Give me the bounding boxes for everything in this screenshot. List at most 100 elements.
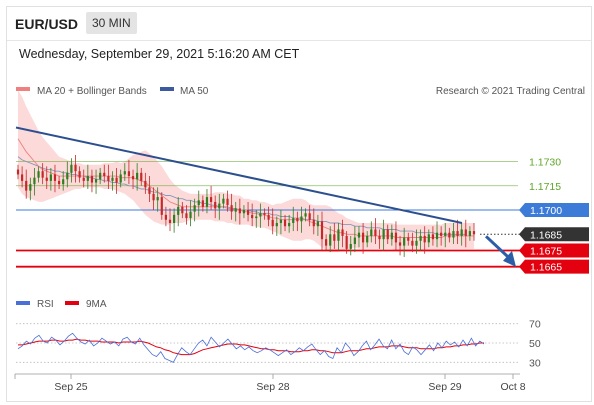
candle-body	[390, 232, 393, 240]
candle-body	[255, 216, 258, 219]
candle-body	[337, 229, 340, 241]
candle-body	[440, 232, 443, 236]
candle-body	[325, 239, 328, 246]
candle-body	[296, 218, 299, 222]
level-label: 1.1730	[529, 156, 561, 168]
candle-body	[263, 213, 266, 215]
candle-body	[148, 187, 151, 194]
candle-body	[370, 229, 373, 236]
level-tag-label: 1.1675	[530, 245, 562, 257]
candle-body	[168, 219, 172, 223]
chart-header: EUR/USD 30 MIN	[7, 7, 591, 41]
candle-body	[185, 213, 188, 219]
candle-body	[361, 232, 365, 243]
candle-body	[45, 177, 48, 181]
candle-body	[136, 172, 139, 180]
candle-body	[66, 172, 69, 180]
legend-rsi-label: RSI	[37, 299, 54, 310]
candle-body	[366, 235, 369, 243]
candle-body	[403, 237, 406, 246]
candle-body	[189, 211, 192, 219]
legend-9ma-swatch	[65, 301, 79, 305]
candle-body	[382, 229, 385, 240]
level-tag	[519, 243, 589, 258]
candle-body	[193, 205, 196, 212]
ma20-line	[17, 138, 474, 238]
chart-widget: EUR/USD 30 MIN Wednesday, September 29, …	[6, 6, 592, 402]
candle-body	[230, 205, 233, 212]
candle-body	[448, 232, 451, 238]
candle-body	[29, 184, 32, 191]
candle-body	[374, 229, 377, 236]
candle-body	[94, 179, 98, 183]
candle-body	[242, 210, 246, 214]
legend-9ma-label: 9MA	[86, 299, 107, 310]
level-tag	[519, 203, 589, 218]
level-label: 1.1715	[529, 181, 561, 193]
candle-body	[378, 235, 381, 240]
candle-body	[444, 232, 447, 236]
candle-body	[234, 208, 237, 212]
rsi-9ma-line	[18, 338, 484, 356]
candle-body	[25, 180, 28, 191]
candle-body	[456, 231, 459, 236]
candle-body	[222, 198, 225, 204]
bollinger-band	[18, 90, 474, 253]
rsi-plot-area: 70 50 30	[16, 319, 541, 369]
candle-body	[246, 210, 250, 215]
candle-body	[431, 234, 435, 240]
candle-body	[427, 234, 430, 243]
x-tick-label: Sep 25	[54, 381, 87, 393]
level-tag-label: 1.1700	[530, 205, 562, 217]
candle-body	[218, 203, 221, 209]
candle-body	[49, 174, 52, 181]
candle-body	[41, 171, 44, 178]
timestamp: Wednesday, September 29, 2021 5:16:20 AM…	[19, 47, 300, 61]
candle-body	[468, 231, 471, 236]
candle-body	[205, 197, 209, 207]
credit-text: Research © 2021 Trading Central	[436, 86, 585, 97]
candle-body	[329, 234, 332, 246]
candle-body	[82, 177, 85, 181]
candle-body	[320, 221, 324, 240]
main-plot-area: 1.1730 1.1715 1.1700 1.1685 1.1675 1.1665	[15, 90, 589, 274]
candle-body	[460, 229, 463, 236]
candle-body	[259, 213, 262, 217]
candle-body	[435, 232, 439, 240]
candle-body	[415, 240, 418, 246]
legend-ma20-label: MA 20 + Bollinger Bands	[37, 86, 147, 97]
candle-body	[238, 208, 241, 214]
candle-body	[341, 229, 344, 236]
candle-body	[349, 244, 352, 249]
candle-body	[353, 237, 356, 245]
candle-body	[197, 200, 200, 206]
instrument-symbol: EUR/USD	[15, 16, 79, 32]
candle-body	[333, 234, 336, 241]
x-tick-label: Sep 28	[256, 381, 289, 393]
candle-body	[144, 180, 147, 188]
timeframe-selector[interactable]: 30 MIN	[86, 12, 137, 34]
candle-body	[78, 171, 81, 178]
candle-body	[111, 177, 114, 181]
candle-body	[251, 214, 254, 219]
candle-body	[140, 172, 143, 181]
level-tag-label: 1.1665	[530, 262, 562, 274]
candle-body	[209, 197, 213, 202]
candle-body	[345, 235, 348, 249]
legend-ma50-swatch	[160, 87, 174, 91]
candle-body	[283, 219, 287, 227]
candle-body	[99, 172, 102, 180]
legend-ma50-label: MA 50	[180, 86, 209, 97]
level-tag	[519, 259, 589, 274]
candle-body	[173, 214, 176, 223]
rsi-tick-label: 50	[529, 338, 541, 350]
candle-body	[181, 206, 184, 214]
candle-body	[177, 206, 180, 215]
candle-body	[156, 197, 159, 201]
candle-body	[275, 222, 278, 227]
x-axis: Sep 25 Sep 28 Sep 29 Oct 8	[14, 373, 526, 393]
candle-body	[62, 179, 65, 185]
candle-body	[407, 237, 410, 241]
candle-body	[472, 231, 476, 235]
candle-body	[123, 171, 126, 175]
